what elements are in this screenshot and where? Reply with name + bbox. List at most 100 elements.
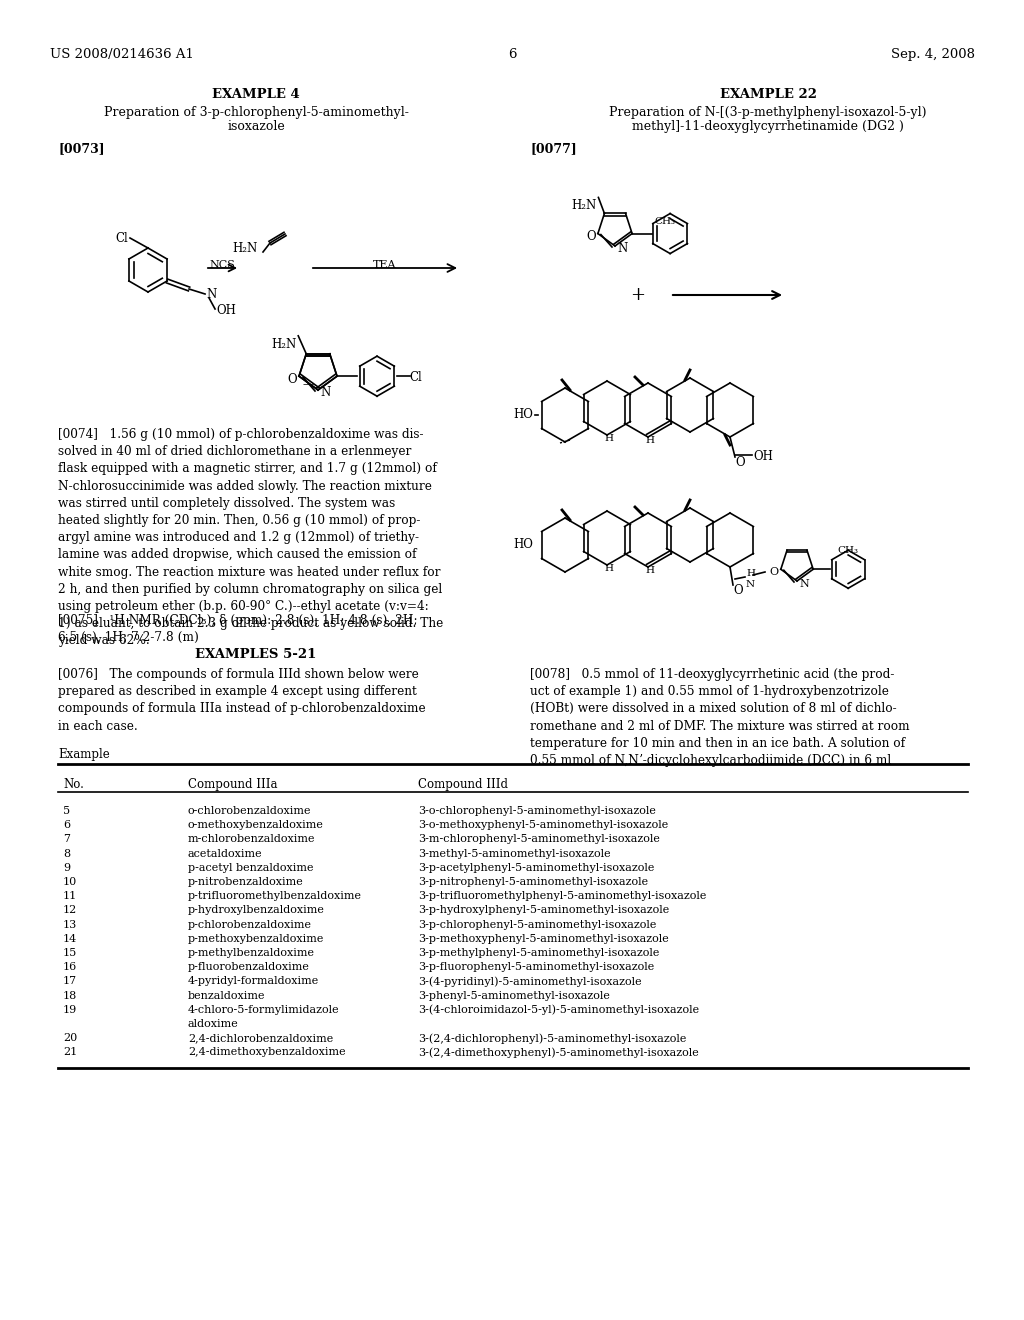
Text: p-methylbenzaldoxime: p-methylbenzaldoxime — [188, 948, 315, 958]
Text: 7: 7 — [63, 834, 70, 845]
Text: CH₃: CH₃ — [838, 546, 859, 556]
Text: Cl: Cl — [410, 371, 422, 384]
Text: 3-(4-chloroimidazol-5-yl)-5-aminomethyl-isoxazole: 3-(4-chloroimidazol-5-yl)-5-aminomethyl-… — [418, 1005, 699, 1015]
Text: 15: 15 — [63, 948, 77, 958]
Text: p-chlorobenzaldoxime: p-chlorobenzaldoxime — [188, 920, 312, 929]
Text: o-chlorobenzaldoxime: o-chlorobenzaldoxime — [188, 807, 311, 816]
Text: N: N — [319, 387, 331, 400]
Text: 10: 10 — [63, 876, 77, 887]
Text: 8: 8 — [63, 849, 70, 858]
Text: OH: OH — [216, 305, 236, 318]
Text: 3-p-trifluoromethylphenyl-5-aminomethyl-isoxazole: 3-p-trifluoromethylphenyl-5-aminomethyl-… — [418, 891, 707, 902]
Text: H₂N: H₂N — [571, 199, 596, 213]
Text: 11: 11 — [63, 891, 77, 902]
Text: 3-m-chlorophenyl-5-aminomethyl-isoxazole: 3-m-chlorophenyl-5-aminomethyl-isoxazole — [418, 834, 659, 845]
Text: O: O — [587, 230, 596, 243]
Text: 3-(2,4-dichlorophenyl)-5-aminomethyl-isoxazole: 3-(2,4-dichlorophenyl)-5-aminomethyl-iso… — [418, 1034, 686, 1044]
Text: [0075]   ¹H NMR (CDCl₃), δ (ppm): 2.8 (s), 1H; 4.8 (s), 2H;
6.5 (s), 1H; 7.2-7.8: [0075] ¹H NMR (CDCl₃), δ (ppm): 2.8 (s),… — [58, 614, 418, 644]
Text: O: O — [735, 455, 744, 469]
Text: N: N — [617, 243, 628, 256]
Text: 3-methyl-5-aminomethyl-isoxazole: 3-methyl-5-aminomethyl-isoxazole — [418, 849, 610, 858]
Text: EXAMPLE 22: EXAMPLE 22 — [720, 88, 816, 102]
Text: 2,4-dichlorobenzaldoxime: 2,4-dichlorobenzaldoxime — [188, 1034, 333, 1043]
Text: m-chlorobenzaldoxime: m-chlorobenzaldoxime — [188, 834, 315, 845]
Text: 12: 12 — [63, 906, 77, 915]
Text: o-methoxybenzaldoxime: o-methoxybenzaldoxime — [188, 820, 324, 830]
Text: 4-pyridyl-formaldoxime: 4-pyridyl-formaldoxime — [188, 977, 319, 986]
Text: Compound IIIa: Compound IIIa — [188, 777, 278, 791]
Text: p-nitrobenzaldoxime: p-nitrobenzaldoxime — [188, 876, 304, 887]
Text: O: O — [733, 583, 742, 597]
Text: Example: Example — [58, 748, 110, 762]
Text: methyl]-11-deoxyglycyrrhetinamide (DG2 ): methyl]-11-deoxyglycyrrhetinamide (DG2 ) — [632, 120, 904, 133]
Text: H₂N: H₂N — [271, 338, 296, 351]
Text: Preparation of N-[(3-p-methylphenyl-isoxazol-5-yl): Preparation of N-[(3-p-methylphenyl-isox… — [609, 106, 927, 119]
Text: O: O — [770, 568, 779, 577]
Text: H
N: H N — [746, 569, 755, 589]
Text: 3-p-methoxyphenyl-5-aminomethyl-isoxazole: 3-p-methoxyphenyl-5-aminomethyl-isoxazol… — [418, 933, 669, 944]
Text: 3-p-methylphenyl-5-aminomethyl-isoxazole: 3-p-methylphenyl-5-aminomethyl-isoxazole — [418, 948, 659, 958]
Text: Sep. 4, 2008: Sep. 4, 2008 — [891, 48, 975, 61]
Text: N: N — [799, 579, 809, 589]
Text: H: H — [645, 566, 654, 576]
Text: 19: 19 — [63, 1005, 77, 1015]
Text: 3-p-chlorophenyl-5-aminomethyl-isoxazole: 3-p-chlorophenyl-5-aminomethyl-isoxazole — [418, 920, 656, 929]
Text: [0077]: [0077] — [530, 143, 577, 154]
Text: benzaldoxime: benzaldoxime — [188, 990, 265, 1001]
Text: [0078]   0.5 mmol of 11-deoxyglycyrrhetinic acid (the prod-
uct of example 1) an: [0078] 0.5 mmol of 11-deoxyglycyrrhetini… — [530, 668, 909, 767]
Text: 14: 14 — [63, 933, 77, 944]
Text: 17: 17 — [63, 977, 77, 986]
Text: 4-chloro-5-formylimidazole: 4-chloro-5-formylimidazole — [188, 1005, 340, 1015]
Text: CH₃: CH₃ — [654, 216, 676, 226]
Text: 18: 18 — [63, 990, 77, 1001]
Text: 13: 13 — [63, 920, 77, 929]
Text: Preparation of 3-p-chlorophenyl-5-aminomethyl-: Preparation of 3-p-chlorophenyl-5-aminom… — [103, 106, 409, 119]
Text: H₂N: H₂N — [232, 242, 258, 255]
Text: 21: 21 — [63, 1047, 77, 1057]
Text: 3-(2,4-dimethoxyphenyl)-5-aminomethyl-isoxazole: 3-(2,4-dimethoxyphenyl)-5-aminomethyl-is… — [418, 1047, 698, 1057]
Text: Cl: Cl — [116, 232, 128, 246]
Text: 3-o-chlorophenyl-5-aminomethyl-isoxazole: 3-o-chlorophenyl-5-aminomethyl-isoxazole — [418, 807, 656, 816]
Text: O: O — [288, 372, 297, 385]
Text: acetaldoxime: acetaldoxime — [188, 849, 262, 858]
Text: —: — — [303, 379, 314, 389]
Text: 2,4-dimethoxybenzaldoxime: 2,4-dimethoxybenzaldoxime — [188, 1047, 346, 1057]
Text: 5: 5 — [63, 807, 70, 816]
Text: H: H — [645, 436, 654, 445]
Text: 3-p-acetylphenyl-5-aminomethyl-isoxazole: 3-p-acetylphenyl-5-aminomethyl-isoxazole — [418, 863, 654, 873]
Text: p-acetyl benzaldoxime: p-acetyl benzaldoxime — [188, 863, 313, 873]
Text: [0076]   The compounds of formula IIId shown below were
prepared as described in: [0076] The compounds of formula IIId sho… — [58, 668, 426, 733]
Text: aldoxime: aldoxime — [188, 1019, 239, 1030]
Text: US 2008/0214636 A1: US 2008/0214636 A1 — [50, 48, 194, 61]
Text: 20: 20 — [63, 1034, 77, 1043]
Text: p-hydroxylbenzaldoxime: p-hydroxylbenzaldoxime — [188, 906, 325, 915]
Text: N: N — [206, 289, 216, 301]
Text: 3-p-fluorophenyl-5-aminomethyl-isoxazole: 3-p-fluorophenyl-5-aminomethyl-isoxazole — [418, 962, 654, 973]
Text: HO: HO — [513, 408, 534, 421]
Text: 3-o-methoxyphenyl-5-aminomethyl-isoxazole: 3-o-methoxyphenyl-5-aminomethyl-isoxazol… — [418, 820, 669, 830]
Text: +: + — [631, 286, 645, 304]
Text: 3-p-hydroxylphenyl-5-aminomethyl-isoxazole: 3-p-hydroxylphenyl-5-aminomethyl-isoxazo… — [418, 906, 670, 915]
Text: TEA: TEA — [374, 260, 396, 271]
Text: [0073]: [0073] — [58, 143, 104, 154]
Text: NCS: NCS — [209, 260, 234, 271]
Text: 6: 6 — [63, 820, 70, 830]
Text: H: H — [604, 434, 613, 444]
Text: EXAMPLE 4: EXAMPLE 4 — [212, 88, 300, 102]
Text: No.: No. — [63, 777, 84, 791]
Text: 3-(4-pyridinyl)-5-aminomethyl-isoxazole: 3-(4-pyridinyl)-5-aminomethyl-isoxazole — [418, 977, 642, 987]
Text: isoxazole: isoxazole — [227, 120, 285, 133]
Text: [0074]   1.56 g (10 mmol) of p-chlorobenzaldoxime was dis-
solved in 40 ml of dr: [0074] 1.56 g (10 mmol) of p-chlorobenza… — [58, 428, 443, 647]
Text: 16: 16 — [63, 962, 77, 973]
Text: EXAMPLES 5-21: EXAMPLES 5-21 — [196, 648, 316, 661]
Text: 9: 9 — [63, 863, 70, 873]
Text: p-methoxybenzaldoxime: p-methoxybenzaldoxime — [188, 933, 325, 944]
Text: p-trifluoromethylbenzaldoxime: p-trifluoromethylbenzaldoxime — [188, 891, 362, 902]
Text: HO: HO — [513, 539, 534, 552]
Text: 6: 6 — [508, 48, 516, 61]
Text: OH: OH — [753, 450, 773, 462]
Text: p-fluorobenzaldoxime: p-fluorobenzaldoxime — [188, 962, 310, 973]
Text: 3-phenyl-5-aminomethyl-isoxazole: 3-phenyl-5-aminomethyl-isoxazole — [418, 990, 610, 1001]
Text: 3-p-nitrophenyl-5-aminomethyl-isoxazole: 3-p-nitrophenyl-5-aminomethyl-isoxazole — [418, 876, 648, 887]
Text: Compound IIId: Compound IIId — [418, 777, 508, 791]
